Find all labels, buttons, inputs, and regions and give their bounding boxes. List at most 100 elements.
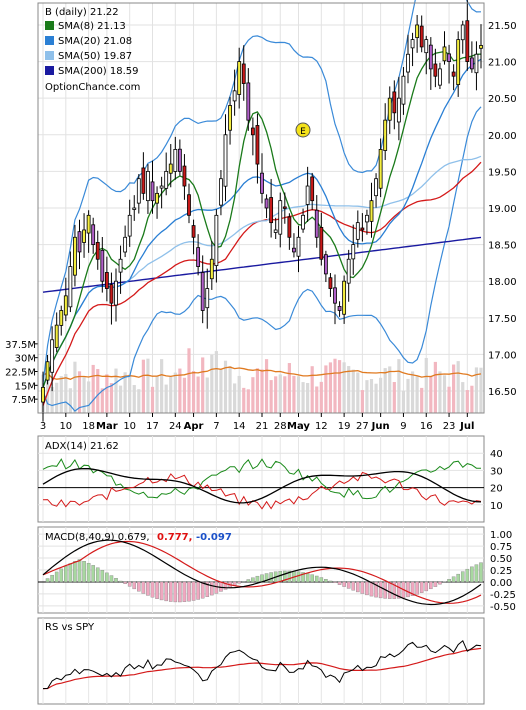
macd-histogram-bar [146,582,149,595]
volume-bar [388,366,391,413]
volume-bar [201,357,204,413]
candle-body [461,25,464,40]
macd-histogram-bar [210,582,213,595]
candle-body [210,259,213,278]
macd-histogram-bar [256,576,259,582]
price-tick-label: 17.50 [488,314,517,325]
candle-body [384,120,387,150]
macd-histogram-bar [416,582,419,594]
volume-bar [169,377,172,413]
volume-bar [197,376,200,413]
candle-body [302,215,305,229]
candle-body [64,296,67,315]
macd-histogram-bar [233,582,236,585]
candle-body [251,128,254,135]
candle-body [87,215,90,233]
macd-histogram-bar [96,568,99,582]
macd-tick-label: 0.75 [490,542,512,553]
macd-histogram-bar [242,581,245,582]
volume-bar [315,386,318,413]
volume-bar [238,376,241,413]
adx-tick-label: 40 [490,449,503,460]
macd-histogram-bar [60,569,63,582]
candle-body [393,92,396,113]
volume-bar [142,360,145,413]
macd-histogram-bar [315,576,318,582]
candle-body [201,272,204,310]
volume-tick-label: 30M [15,354,36,365]
price-tick-label: 21.50 [488,21,517,32]
candle-body [192,226,195,238]
macd-histogram-bar [406,582,409,597]
macd-histogram-bar [329,581,332,582]
volume-bar [425,358,428,413]
volume-bar [137,389,140,413]
volume-bar [447,387,450,413]
candle-body [452,72,455,76]
candle-body [429,45,432,69]
candle-body [133,208,136,210]
volume-bar [270,380,273,413]
macd-histogram-bar [311,575,314,582]
macd-histogram-bar [338,582,341,585]
macd-tick-label: -0.50 [490,602,516,613]
volume-bar [361,390,364,413]
candle-body [224,135,227,186]
volume-bar [265,359,268,413]
candle-body [142,168,145,193]
candle-body [41,387,44,402]
candle-body [92,225,95,245]
macd-histogram-bar [119,581,122,582]
adx-tick-label: 20 [490,484,503,495]
candle-body [297,237,300,256]
price-tick-label: 18.00 [488,277,517,288]
volume-bar [343,362,346,413]
candle-body [156,193,159,203]
macd-histogram-bar [279,571,282,582]
macd-histogram-bar [470,567,473,582]
volume-bar [370,379,373,413]
volume-bar [306,383,309,413]
volume-bar [443,375,446,413]
volume-tick-label: 7.5M [11,395,36,406]
x-tick-label: 7 [213,421,219,432]
macd-histogram-bar [178,582,181,602]
candle-body [438,69,441,85]
candle-body [292,248,295,252]
volume-bar [420,388,423,413]
volume-bar [114,369,117,413]
macd-histogram-bar [142,582,145,594]
macd-histogram-bar [92,565,95,582]
macd-histogram-bar [452,577,455,582]
volume-bar [133,385,136,413]
candle-body [274,230,277,233]
macd-histogram-bar [137,582,140,591]
macd-histogram-bar [133,582,136,589]
candle-body [333,288,336,303]
earnings-marker: E [296,123,310,137]
volume-bar [73,362,76,413]
macd-histogram-bar [388,582,391,599]
candle-body [183,166,186,186]
macd-histogram-bar [447,579,450,582]
watermark: OptionChance.com [45,82,140,93]
volume-bar [210,355,213,413]
candle-body [206,289,209,308]
macd-histogram-bar [128,582,131,586]
volume-bar [233,383,236,413]
macd-histogram-bar [420,582,423,593]
macd-histogram-bar [297,572,300,582]
macd-histogram-bar [160,582,163,600]
macd-histogram-bar [352,582,355,590]
candle-body [475,54,478,72]
volume-bar [347,366,350,413]
candle-body [137,179,140,203]
price-tick-label: 20.00 [488,131,517,142]
adx-title: ADX(14) 21.62 [45,441,119,452]
candle-body [78,232,81,252]
volume-bar [242,388,245,413]
macd-tick-label: 1.00 [490,530,512,541]
macd-histogram-bar [333,582,336,583]
candle-body [178,149,181,171]
candle-body [315,210,318,237]
